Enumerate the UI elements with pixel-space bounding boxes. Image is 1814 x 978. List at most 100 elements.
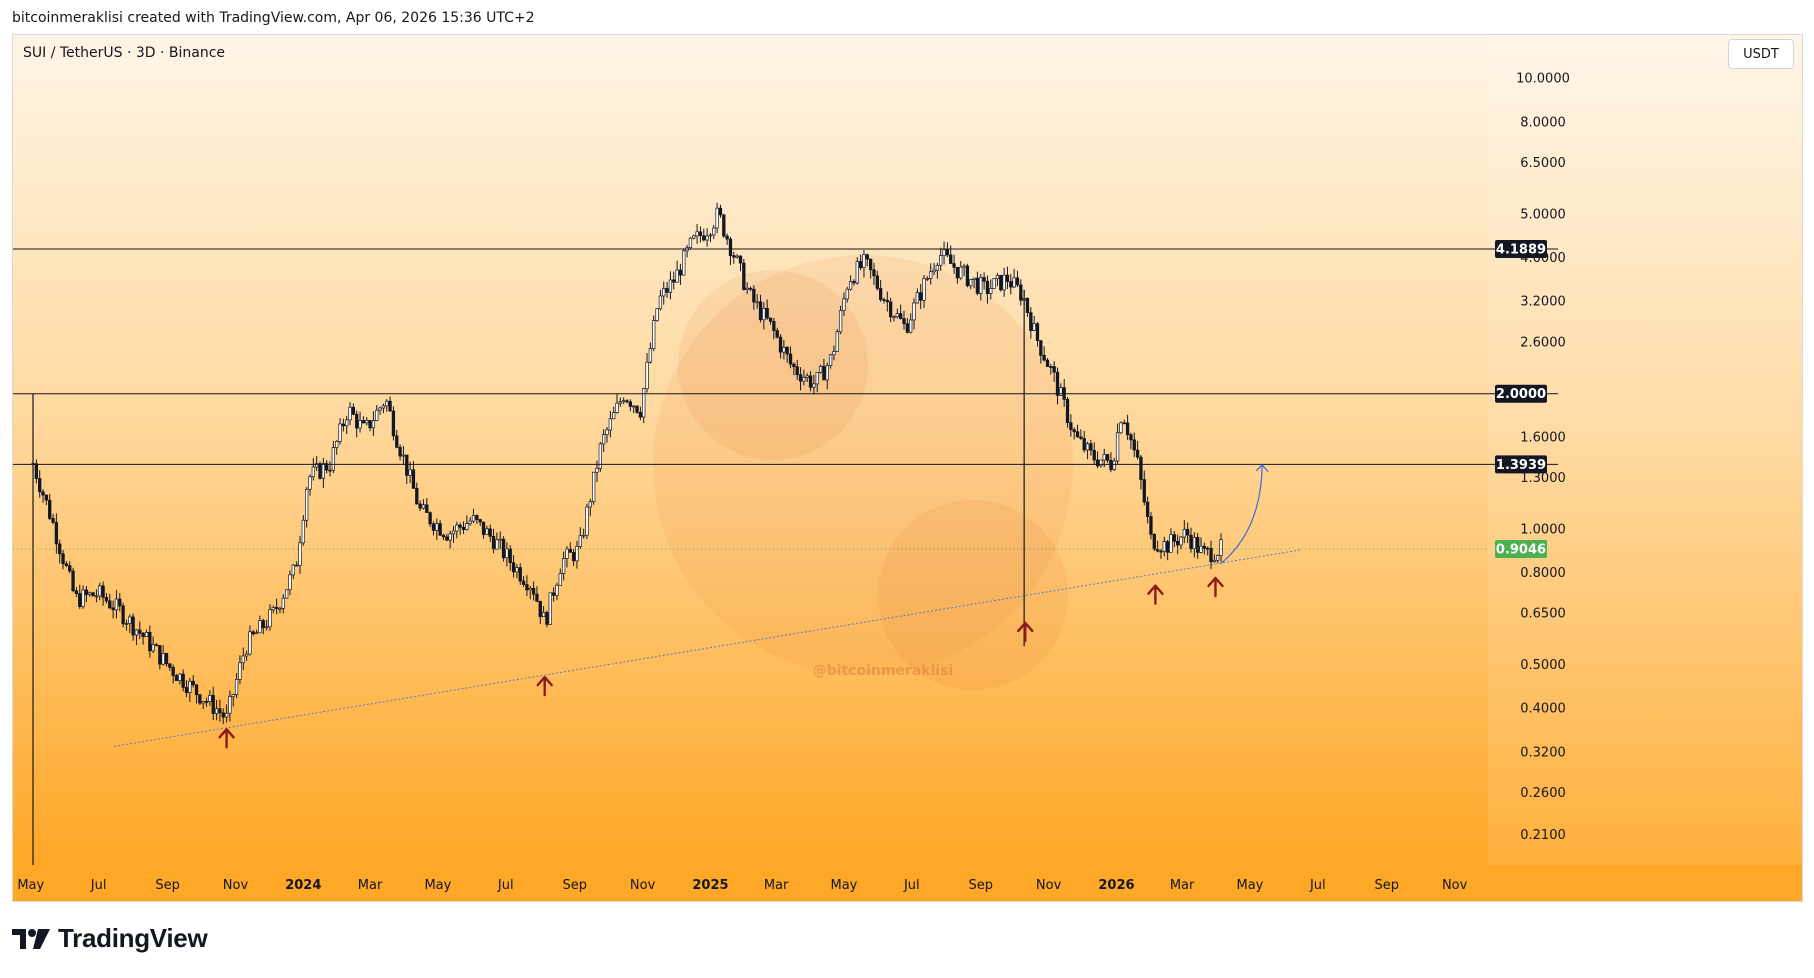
candle-down [949,254,953,264]
candle-down [211,694,215,714]
candle-down [752,288,756,303]
up-arrow-marker[interactable] [1147,584,1164,605]
candle-down [395,435,399,448]
candle-up [972,277,976,280]
candle-down [61,553,65,565]
candle-down [194,684,199,696]
candle-down [318,463,322,479]
candle-up [291,564,295,576]
x-tick-label: Mar [764,878,789,893]
candle-down [1015,277,1020,286]
candle-down [388,400,392,412]
up-arrow-marker[interactable] [218,728,235,749]
candle-up [618,401,623,404]
candle-up [812,383,816,388]
x-tick-label: Nov [1036,878,1062,893]
support-trendline[interactable] [114,549,1301,747]
candle-down [905,323,909,333]
candle-up [581,534,586,537]
candle-up [311,466,315,478]
candle-down [919,292,923,301]
candle-up [345,419,349,427]
candle-up [124,623,129,625]
level-price-label-box [1495,384,1547,403]
candle-down [274,606,279,609]
y-tick-label: 6.5000 [1520,156,1566,171]
candle-down [872,269,876,277]
candle-up [935,264,940,271]
candle-down [728,238,733,256]
candle-up [989,288,993,294]
brand-name: TradingView [58,923,208,953]
currency-selector[interactable]: USDT [1728,39,1794,69]
candle-down [698,231,703,237]
candle-up [188,680,192,693]
candle-up [178,673,182,681]
candle-down [508,548,512,564]
candle-down [718,207,723,216]
price-chart[interactable]: @bitcoinmeraklisi 10.0000 8.0000 6.5000 5.00… [13,35,1803,902]
candle-up [308,476,312,490]
candle-up [338,423,342,442]
candle-down [84,589,89,595]
candle-down [1039,340,1043,356]
candle-down [1145,501,1150,517]
candle-down [1082,438,1086,451]
candle-down [58,543,62,555]
candle-down [965,265,970,287]
candle-down [568,548,572,553]
candle-down [852,281,856,284]
candle-down [1029,312,1033,331]
x-tick-label: May [17,878,44,893]
y-tick-label: 0.4000 [1520,702,1566,717]
symbol-title[interactable]: SUI / TetherUS · 3D · Binance [23,45,226,61]
candle-down [361,420,366,424]
x-tick-label: Nov [1442,878,1468,893]
candle-up [88,592,92,595]
chart-panel[interactable]: @bitcoinmeraklisi 10.0000 8.0000 6.5000 5.00… [12,34,1803,902]
candle-down [1065,399,1070,424]
candle-down [1189,534,1193,549]
y-tick-label: 8.0000 [1520,115,1566,130]
x-tick-label: May [424,878,451,893]
candle-up [592,471,596,503]
x-tick-label: Nov [630,878,656,893]
candle-up [234,679,239,695]
candle-up [561,558,566,574]
candle-up [455,524,459,532]
candle-down [491,536,496,550]
candle-up [371,420,376,429]
candle-down [1135,449,1140,458]
candle-up [705,235,709,241]
candle-up [1059,387,1063,396]
candle-down [475,515,479,520]
candle-down [945,249,950,256]
candle-down [792,363,796,368]
projection-curve[interactable] [1220,464,1263,564]
candle-up [335,441,339,449]
tradingview-brand[interactable]: TradingView [12,923,208,954]
up-arrow-marker[interactable] [536,675,553,697]
candle-down [38,478,42,493]
candle-up [895,313,899,318]
candle-up [652,320,656,349]
x-tick-label: Jul [90,878,107,893]
x-tick-label: Jul [1309,878,1326,893]
candle-up [979,277,983,294]
candle-up [815,372,819,385]
candle-down [702,235,706,241]
up-arrow-marker[interactable] [1017,621,1034,643]
candle-down [458,524,462,528]
candle-down [765,307,769,319]
candle-down [415,488,419,505]
candle-down [121,605,125,625]
y-tick-label: 1.3000 [1520,471,1566,486]
candle-up [375,409,379,421]
candle-up [915,292,920,304]
candle-down [985,280,990,294]
candle-up [1112,460,1116,470]
candle-up [278,607,282,610]
candle-down [885,299,889,303]
up-arrow-marker[interactable] [1207,576,1224,598]
candle-up [842,298,846,311]
